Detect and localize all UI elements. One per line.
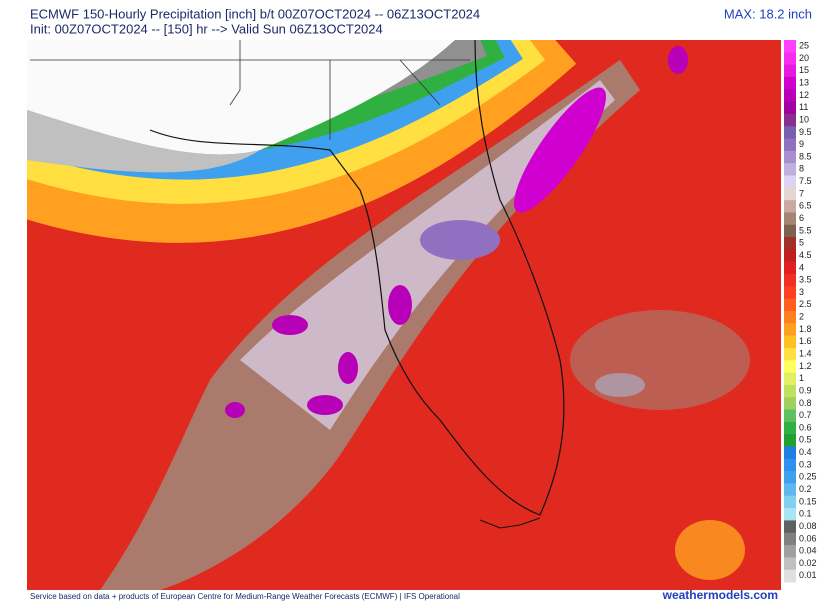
- legend-swatch: [784, 76, 796, 90]
- legend-swatch: [784, 347, 796, 361]
- map: [27, 40, 781, 590]
- legend-label: 0.3: [799, 459, 812, 469]
- legend-swatch: [784, 261, 796, 275]
- legend-label: 0.02: [799, 558, 817, 568]
- legend-swatch: [784, 163, 796, 176]
- legend-label: 11: [799, 102, 808, 112]
- legend-label: 1.4: [799, 348, 812, 358]
- legend-label: 1.6: [799, 336, 812, 346]
- legend-label: 0.15: [799, 496, 817, 506]
- legend-swatch: [784, 200, 796, 213]
- legend-label: 0.2: [799, 484, 812, 494]
- legend-label: 5: [799, 238, 804, 248]
- legend-swatch: [784, 286, 796, 300]
- legend-swatch: [784, 483, 796, 497]
- legend-swatch: [784, 224, 796, 238]
- legend-swatch: [784, 557, 796, 571]
- legend-label: 5.5: [799, 225, 812, 235]
- legend-label: 12: [799, 90, 809, 100]
- legend-label: 0.08: [799, 521, 817, 531]
- legend-label: 0.7: [799, 410, 812, 420]
- legend-swatch: [784, 113, 796, 127]
- legend-swatch: [784, 384, 796, 398]
- legend-swatch: [784, 298, 796, 312]
- legend-label: 0.01: [799, 570, 817, 580]
- legend-label: 3: [799, 287, 804, 297]
- legend-label: 7.5: [799, 176, 812, 186]
- legend-label: 1: [799, 373, 804, 383]
- legend-swatch: [784, 508, 796, 521]
- legend-swatch: [784, 372, 796, 386]
- legend-label: 8.5: [799, 151, 812, 161]
- legend-swatch: [784, 101, 796, 115]
- legend-label: 8: [799, 164, 804, 174]
- legend-swatch: [784, 150, 796, 164]
- legend-swatch: [784, 64, 796, 78]
- title: ECMWF 150-Hourly Precipitation [inch] b/…: [30, 6, 480, 21]
- legend-swatch: [784, 40, 796, 53]
- legend-swatch: [784, 569, 796, 583]
- legend-label: 20: [799, 53, 809, 63]
- legend-swatch: [784, 249, 796, 263]
- legend-swatch: [784, 421, 796, 435]
- legend-swatch: [784, 175, 796, 189]
- legend-label: 0.06: [799, 533, 817, 543]
- legend-label: 0.25: [799, 472, 817, 482]
- legend-label: 4.5: [799, 250, 812, 260]
- color-legend: 252015131211109.598.587.576.565.554.543.…: [784, 40, 817, 583]
- legend-label: 7: [799, 188, 804, 198]
- legend-label: 0.5: [799, 435, 812, 445]
- legend-label: 2.5: [799, 299, 812, 309]
- legend-label: 0.4: [799, 447, 812, 457]
- legend-swatch: [784, 532, 796, 546]
- legend-swatch: [784, 495, 796, 509]
- legend-label: 0.6: [799, 422, 812, 432]
- legend-label: 0.1: [799, 509, 812, 519]
- credit: Service based on data + products of Euro…: [30, 592, 460, 601]
- legend-swatch: [784, 274, 796, 287]
- max-value: MAX: 18.2 inch: [724, 6, 812, 21]
- legend-label: 6: [799, 213, 804, 223]
- legend-swatch: [784, 446, 796, 460]
- legend-label: 0.04: [799, 546, 817, 556]
- legend-swatch: [784, 397, 796, 411]
- legend-swatch: [784, 187, 796, 201]
- legend-swatch: [784, 138, 796, 152]
- legend-swatch: [784, 323, 796, 337]
- legend-swatch: [784, 311, 796, 324]
- legend-label: 2: [799, 312, 804, 322]
- legend-swatch: [784, 409, 796, 423]
- legend-swatch: [784, 471, 796, 484]
- legend-swatch: [784, 237, 796, 250]
- legend-label: 9: [799, 139, 804, 149]
- legend-label: 10: [799, 114, 809, 124]
- legend-label: 25: [799, 41, 809, 51]
- legend-swatch: [784, 434, 796, 447]
- legend-label: 6.5: [799, 201, 812, 211]
- legend-label: 1.8: [799, 324, 812, 334]
- legend-swatch: [784, 360, 796, 374]
- legend-label: 4: [799, 262, 804, 272]
- legend-label: 15: [799, 65, 809, 75]
- legend-swatch: [784, 335, 796, 349]
- legend-swatch: [784, 52, 796, 66]
- legend-swatch: [784, 458, 796, 472]
- legend-label: 0.8: [799, 398, 812, 408]
- subtitle: Init: 00Z07OCT2024 -- [150] hr --> Valid…: [30, 21, 383, 36]
- legend-swatch: [784, 89, 796, 103]
- legend-swatch: [784, 520, 796, 534]
- legend-swatch: [784, 545, 796, 558]
- legend-swatch: [784, 126, 796, 140]
- legend-label: 13: [799, 77, 809, 87]
- legend-label: 9.5: [799, 127, 812, 137]
- legend-label: 3.5: [799, 275, 812, 285]
- legend-label: 1.2: [799, 361, 812, 371]
- legend-label: 0.9: [799, 385, 812, 395]
- site: weathermodels.com: [662, 588, 778, 602]
- legend-swatch: [784, 212, 796, 226]
